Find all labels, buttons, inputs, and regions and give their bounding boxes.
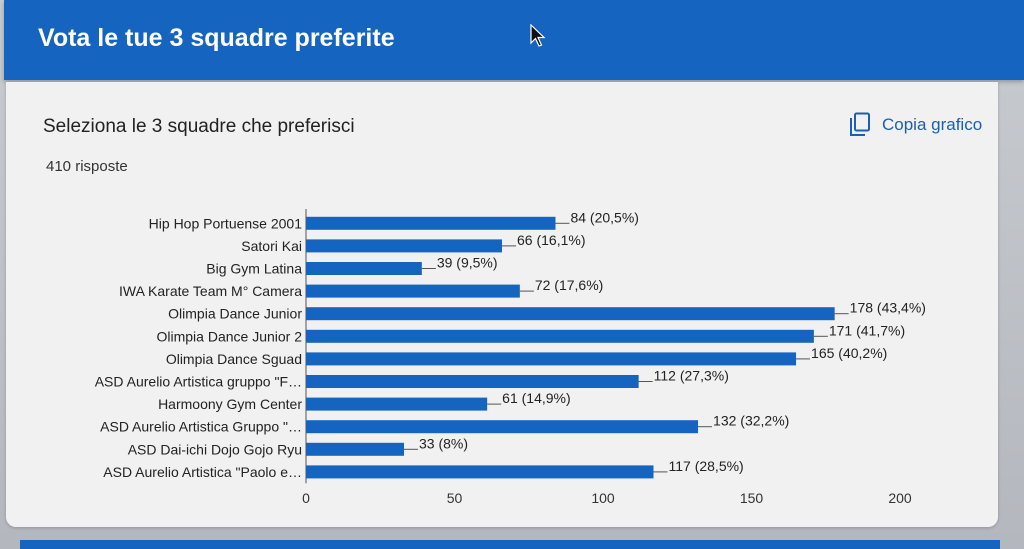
x-tick-label: 50	[447, 490, 463, 506]
response-count: 410 risposte	[46, 158, 128, 175]
category-label: Olimpia Dance Sguad	[166, 351, 302, 367]
data-label: 84 (20,5%)	[570, 209, 638, 225]
mouse-cursor-icon	[530, 23, 546, 53]
question-card: Seleziona le 3 squadre che preferisci 41…	[6, 82, 998, 527]
next-card-edge	[20, 540, 1000, 549]
data-label: 61 (14,9%)	[502, 390, 570, 406]
bar	[306, 442, 405, 456]
data-label: 39 (9,5%)	[437, 255, 498, 271]
x-tick-label: 200	[888, 490, 912, 506]
form-header: Vota le tue 3 squadre preferite	[4, 0, 1024, 80]
category-label: IWA Karate Team M° Camera	[119, 283, 302, 299]
category-label: ASD Dai-ichi Dojo Gojo Ryu	[128, 441, 302, 457]
bar	[306, 375, 639, 388]
data-label: 66 (16,1%)	[517, 232, 585, 248]
bar	[306, 239, 503, 253]
bar	[306, 329, 814, 343]
data-label: 178 (43,4%)	[850, 300, 926, 316]
x-tick-label: 100	[591, 490, 615, 506]
form-title: Vota le tue 3 squadre preferite	[38, 24, 395, 52]
category-label: Hip Hop Portuense 2001	[149, 215, 303, 231]
bar	[306, 397, 488, 411]
category-label: Satori Kai	[241, 238, 302, 254]
data-label: 112 (27,3%)	[654, 368, 729, 384]
category-label: Olimpia Dance Junior	[168, 306, 302, 322]
category-label: ASD Aurelio Artistica Gruppo "…	[100, 419, 302, 435]
data-label: 132 (32,2%)	[713, 413, 789, 429]
bar	[306, 216, 556, 230]
question-title: Seleziona le 3 squadre che preferisci	[43, 116, 355, 137]
bar	[306, 284, 520, 298]
copy-chart-button[interactable]: Copia grafico	[848, 110, 982, 140]
x-tick-label: 150	[740, 490, 764, 506]
category-label: Big Gym Latina	[206, 261, 302, 277]
bar	[306, 420, 699, 434]
category-label: ASD Aurelio Artistica gruppo "F…	[95, 374, 302, 390]
category-label: ASD Aurelio Artistica "Paolo e…	[103, 464, 302, 480]
data-label: 33 (8%)	[419, 435, 468, 451]
data-label: 171 (41,7%)	[829, 322, 905, 338]
bar	[306, 352, 797, 366]
bar	[306, 262, 422, 275]
copy-chart-label: Copia grafico	[882, 115, 983, 134]
data-label: 165 (40,2%)	[811, 345, 887, 361]
bar	[306, 307, 835, 321]
x-tick-label: 0	[302, 490, 310, 506]
data-label: 117 (28,5%)	[668, 458, 743, 474]
data-label: 72 (17,6%)	[535, 277, 603, 293]
copy-icon	[848, 112, 872, 138]
category-label: Olimpia Dance Junior 2	[156, 328, 302, 344]
category-label: Harmoony Gym Center	[158, 396, 302, 412]
bar	[306, 465, 654, 479]
